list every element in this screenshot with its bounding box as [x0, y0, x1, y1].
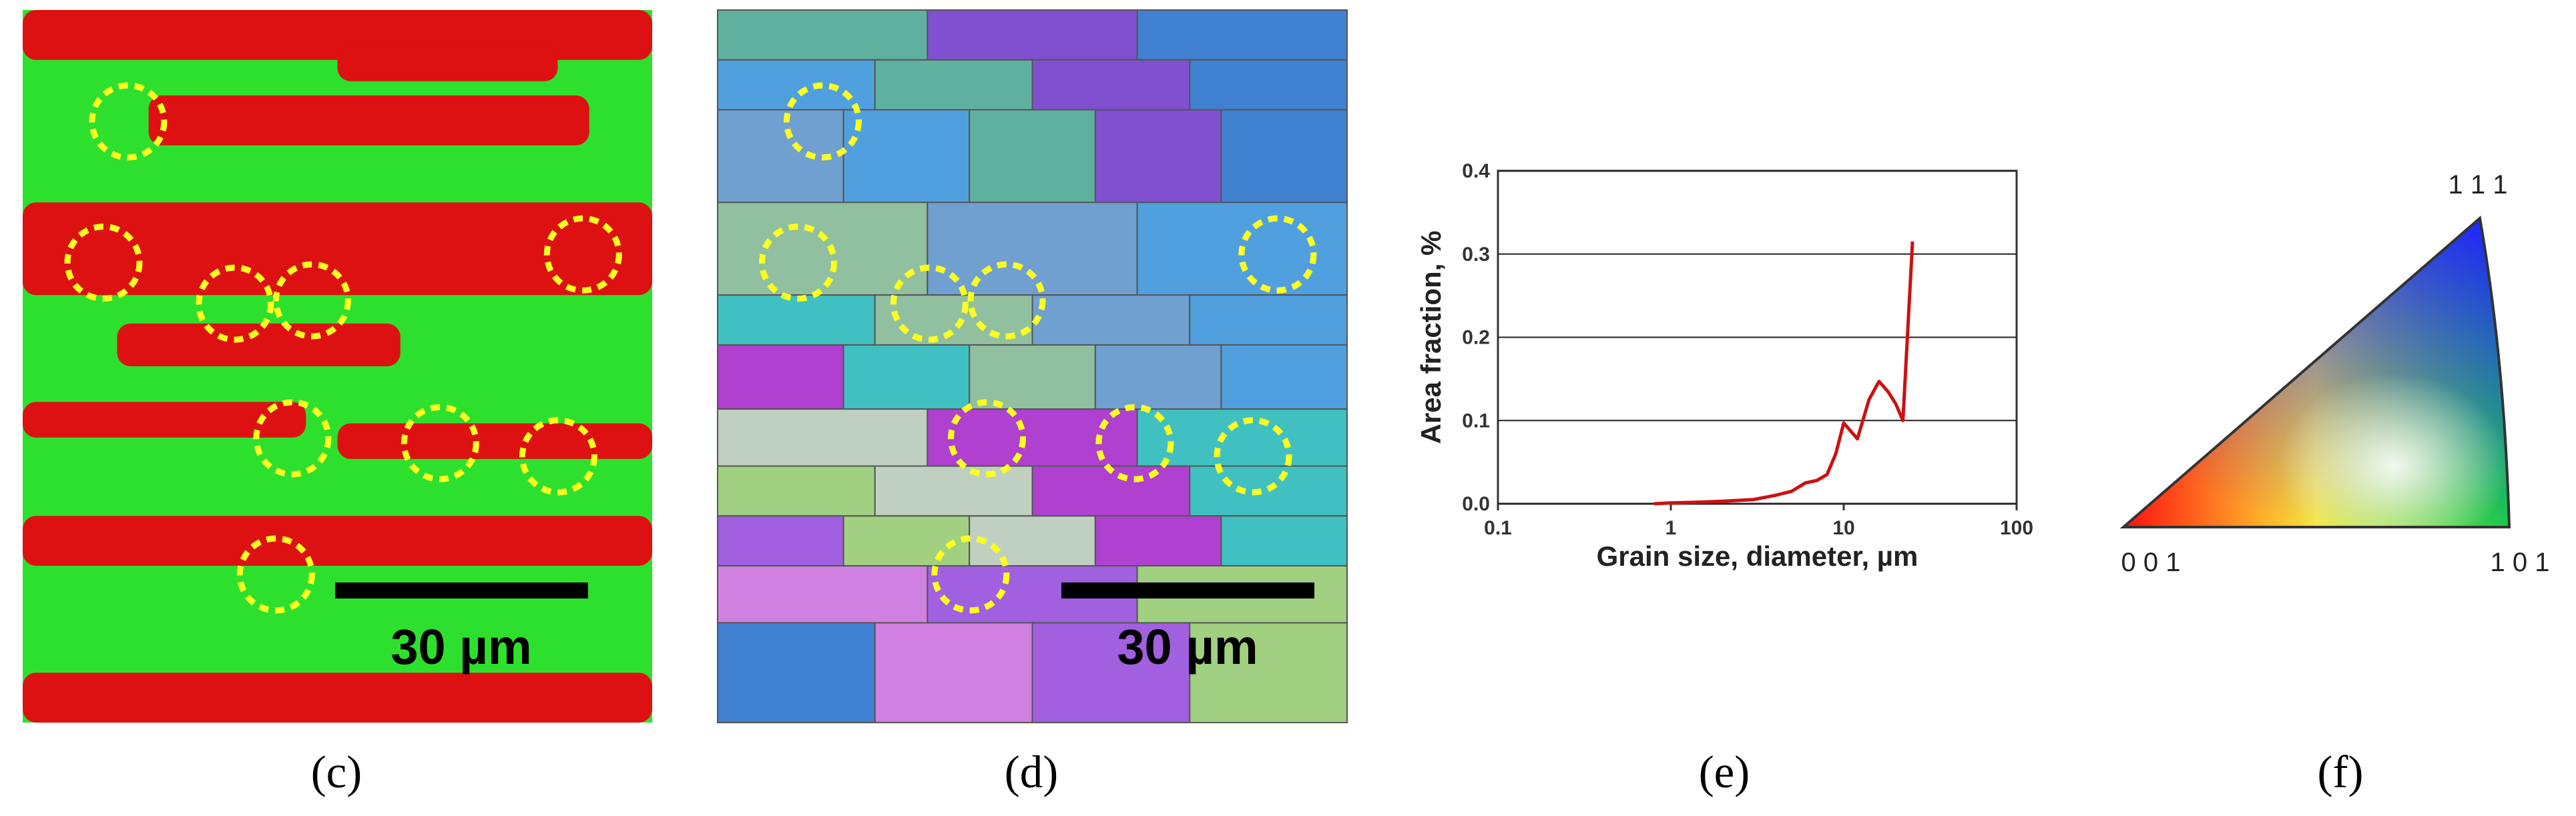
highlight-circle [1095, 404, 1174, 482]
highlight-circle [967, 261, 1046, 340]
ipf-map [717, 9, 1348, 723]
grain [1031, 622, 1191, 723]
highlight-circle [272, 261, 351, 340]
grain [969, 515, 1096, 567]
grain [717, 294, 876, 346]
grain [1220, 515, 1348, 567]
panel-label: (d) [1005, 747, 1058, 797]
grain [1220, 344, 1348, 410]
phase-region [23, 402, 306, 438]
ipf-triangle-outline [2119, 216, 2511, 528]
scale-bar [1061, 582, 1314, 598]
grain [717, 622, 876, 723]
highlight-circle [890, 264, 969, 343]
grain [1094, 344, 1222, 410]
highlight-circle [783, 82, 862, 161]
grain [927, 9, 1138, 61]
highlight-circle [64, 224, 143, 302]
grain [717, 201, 929, 296]
grain [969, 344, 1096, 410]
highlight-circle [196, 264, 274, 343]
grain [927, 201, 1138, 296]
grain [1220, 109, 1348, 203]
x-tick-label: 10 [1832, 517, 1854, 539]
panel-label: (f) [2318, 747, 2364, 797]
grain [1189, 294, 1348, 346]
grain [1189, 622, 1348, 723]
highlight-circle [519, 417, 597, 496]
corner-label: 0 0 1 [2121, 548, 2181, 577]
grain [1031, 465, 1191, 517]
x-tick-label: 0.1 [1484, 517, 1512, 539]
panel-label: (e) [1699, 747, 1750, 797]
grain [717, 59, 876, 111]
y-tick-label: 0.4 [1462, 160, 1490, 182]
grain [1189, 59, 1348, 111]
highlight-circle [947, 399, 1026, 478]
phase-region [23, 673, 652, 723]
data-line [1653, 241, 1914, 506]
grain [717, 9, 929, 61]
phase-region [23, 10, 652, 60]
phase-region [23, 516, 652, 566]
grain [1136, 9, 1348, 61]
highlight-circle [931, 535, 1010, 614]
x-tick-label: 1 [1665, 517, 1677, 539]
y-axis-title: Area fraction, % [1415, 231, 1447, 444]
phase-region [148, 95, 589, 145]
y-tick-label: 0.0 [1462, 493, 1490, 515]
scale-label: 30 µm [391, 619, 531, 675]
y-tick-label: 0.3 [1462, 244, 1490, 266]
grain [842, 109, 971, 203]
grain [717, 565, 929, 624]
grain [874, 622, 1033, 723]
scale-label: 30 µm [1117, 619, 1258, 675]
y-tick-label: 0.1 [1462, 410, 1490, 432]
highlight-circle [236, 535, 315, 614]
grain [1189, 465, 1348, 517]
highlight-circle [89, 82, 168, 161]
highlight-circle [253, 399, 332, 478]
highlight-circle [1238, 215, 1317, 294]
grain [717, 515, 844, 567]
phase-map [23, 10, 652, 723]
grain [1136, 408, 1348, 467]
x-tick-label: 100 [2000, 517, 2033, 539]
highlight-circle [1214, 417, 1292, 496]
grain [842, 344, 971, 410]
corner-label: 1 0 1 [2491, 548, 2550, 577]
corner-label: 1 1 1 [2449, 170, 2508, 199]
highlight-circle [759, 224, 838, 302]
grain [969, 109, 1096, 203]
phase-region [337, 423, 652, 459]
grain [1094, 109, 1222, 203]
grain [717, 344, 844, 410]
x-axis-title: Grain size, diameter, µm [1597, 540, 1918, 572]
phase-region [117, 323, 401, 366]
phase-region [337, 45, 558, 81]
grain [874, 465, 1033, 517]
grain [1031, 59, 1191, 111]
grain [1031, 294, 1191, 346]
panel-label: (c) [311, 747, 362, 797]
scale-bar [335, 582, 588, 598]
grain [842, 515, 971, 567]
grain [717, 408, 929, 467]
highlight-circle [543, 215, 622, 294]
grain [717, 465, 876, 517]
grain [874, 59, 1033, 111]
phase-region [23, 202, 652, 296]
grain [1094, 515, 1222, 567]
highlight-circle [401, 404, 479, 482]
y-tick-label: 0.2 [1462, 327, 1490, 349]
